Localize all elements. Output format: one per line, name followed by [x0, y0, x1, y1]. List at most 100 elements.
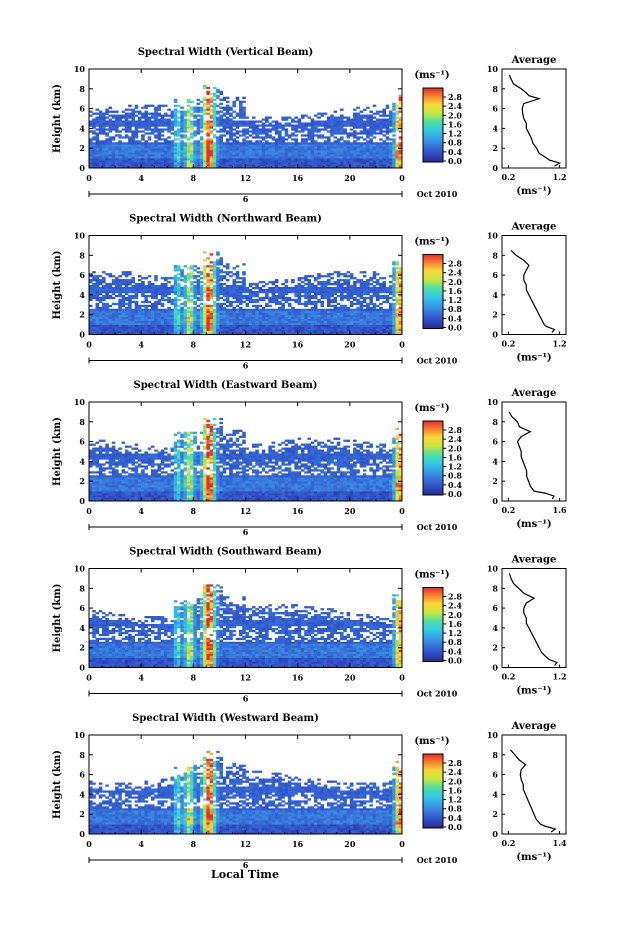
heatmap-cell	[219, 92, 223, 96]
heatmap-cell	[388, 114, 393, 117]
heatmap-cell	[392, 277, 396, 280]
heatmap-cell	[327, 130, 331, 133]
heatmap-cell	[186, 160, 191, 163]
heatmap-cell	[242, 326, 246, 329]
heatmap-cell	[111, 166, 116, 169]
heatmap-cell	[375, 320, 380, 323]
heatmap-cell	[252, 164, 256, 167]
heatmap-cell	[186, 290, 191, 294]
heatmap-cell	[203, 148, 207, 151]
heatmap-cell	[245, 166, 250, 169]
heatmap-cell	[271, 162, 276, 165]
heatmap-cell	[193, 122, 197, 125]
heatmap-cell	[294, 286, 298, 290]
heatmap-cell	[366, 286, 370, 290]
heatmap-cell	[111, 279, 116, 282]
heatmap-cell	[180, 114, 184, 117]
heatmap-cell	[349, 318, 354, 321]
heatmap-cell	[398, 110, 403, 113]
heatmap-cell	[203, 283, 207, 286]
heatmap-cell	[216, 269, 220, 272]
heatmap-cell	[392, 142, 396, 145]
heatmap-cell	[382, 156, 386, 159]
heatmap-cell	[274, 140, 279, 143]
heatmap-cell	[92, 286, 96, 290]
heatmap-cell	[307, 324, 312, 327]
heatmap-cell	[343, 142, 347, 145]
heatmap-cell	[186, 108, 191, 111]
heatmap-cell	[150, 130, 155, 133]
heatmap-cell	[248, 310, 253, 314]
heatmap-cell	[232, 286, 237, 290]
heatmap-cell	[268, 156, 272, 159]
heatmap-cell	[385, 150, 390, 153]
heatmap-cell	[131, 152, 135, 155]
heatmap-cell	[346, 298, 351, 302]
heatmap-cell	[216, 261, 220, 264]
x-tick-label: 4	[138, 173, 144, 183]
heatmap-cell	[392, 285, 396, 288]
heatmap-cell	[141, 324, 145, 327]
heatmap-cell	[287, 302, 292, 306]
heatmap-cell	[229, 106, 233, 109]
heatmap-cell	[144, 326, 148, 329]
heatmap-cell	[310, 312, 315, 315]
heatmap-cell	[154, 290, 158, 294]
heatmap-cell	[317, 283, 321, 286]
heatmap-cell	[248, 332, 253, 335]
heatmap-cell	[369, 322, 373, 325]
heatmap-cell	[190, 286, 194, 290]
heatmap-cell	[388, 281, 393, 284]
heatmap-cell	[385, 330, 390, 333]
heatmap-cell	[225, 110, 230, 113]
heatmap-cell	[154, 118, 158, 121]
heatmap-cell	[157, 106, 162, 109]
heatmap-cell	[268, 298, 272, 302]
heatmap-cell	[225, 285, 230, 288]
heatmap-cell	[170, 114, 175, 117]
heatmap-cell	[147, 285, 152, 288]
heatmap-cell	[258, 314, 263, 317]
heatmap-cell	[278, 160, 282, 163]
heatmap-cell	[206, 90, 210, 94]
heatmap-cell	[369, 120, 373, 123]
heatmap-cell	[235, 277, 240, 280]
heatmap-cell	[89, 142, 93, 145]
heatmap-cell	[284, 166, 289, 169]
heatmap-cell	[245, 154, 250, 157]
heatmap-cell	[281, 160, 285, 163]
heatmap-cell	[134, 318, 139, 321]
heatmap-cell	[190, 142, 194, 145]
heatmap-cell	[281, 288, 285, 292]
heatmap-cell	[330, 308, 334, 312]
heatmap-cell	[186, 292, 191, 296]
heatmap-cell	[98, 118, 103, 121]
x-tick-label: 8	[191, 173, 197, 183]
heatmap-cell	[353, 120, 357, 123]
heatmap-cell	[310, 306, 315, 310]
heatmap-cell	[310, 322, 315, 325]
heatmap-cell	[274, 142, 279, 145]
heatmap-cell	[304, 114, 308, 117]
heatmap-cell	[170, 290, 175, 294]
heatmap-cell	[212, 164, 217, 167]
heatmap-cell	[281, 314, 285, 317]
heatmap-cell	[163, 286, 168, 290]
heatmap-cell	[252, 314, 256, 317]
heatmap-cell	[297, 158, 302, 161]
heatmap-cell	[196, 314, 201, 317]
heatmap-cell	[118, 134, 122, 137]
heatmap-cell	[98, 298, 103, 302]
heatmap-cell	[108, 308, 113, 312]
heatmap-cell	[281, 296, 285, 300]
heatmap-cell	[392, 134, 396, 137]
heatmap-cell	[248, 120, 253, 123]
heatmap-cell	[190, 306, 194, 310]
heatmap-cell	[356, 158, 360, 161]
heatmap-cell	[274, 162, 279, 165]
heatmap-cell	[111, 290, 116, 294]
heatmap-cell	[209, 130, 214, 133]
heatmap-cell	[98, 292, 103, 296]
heatmap-cell	[382, 130, 386, 133]
heatmap-cell	[372, 320, 377, 323]
